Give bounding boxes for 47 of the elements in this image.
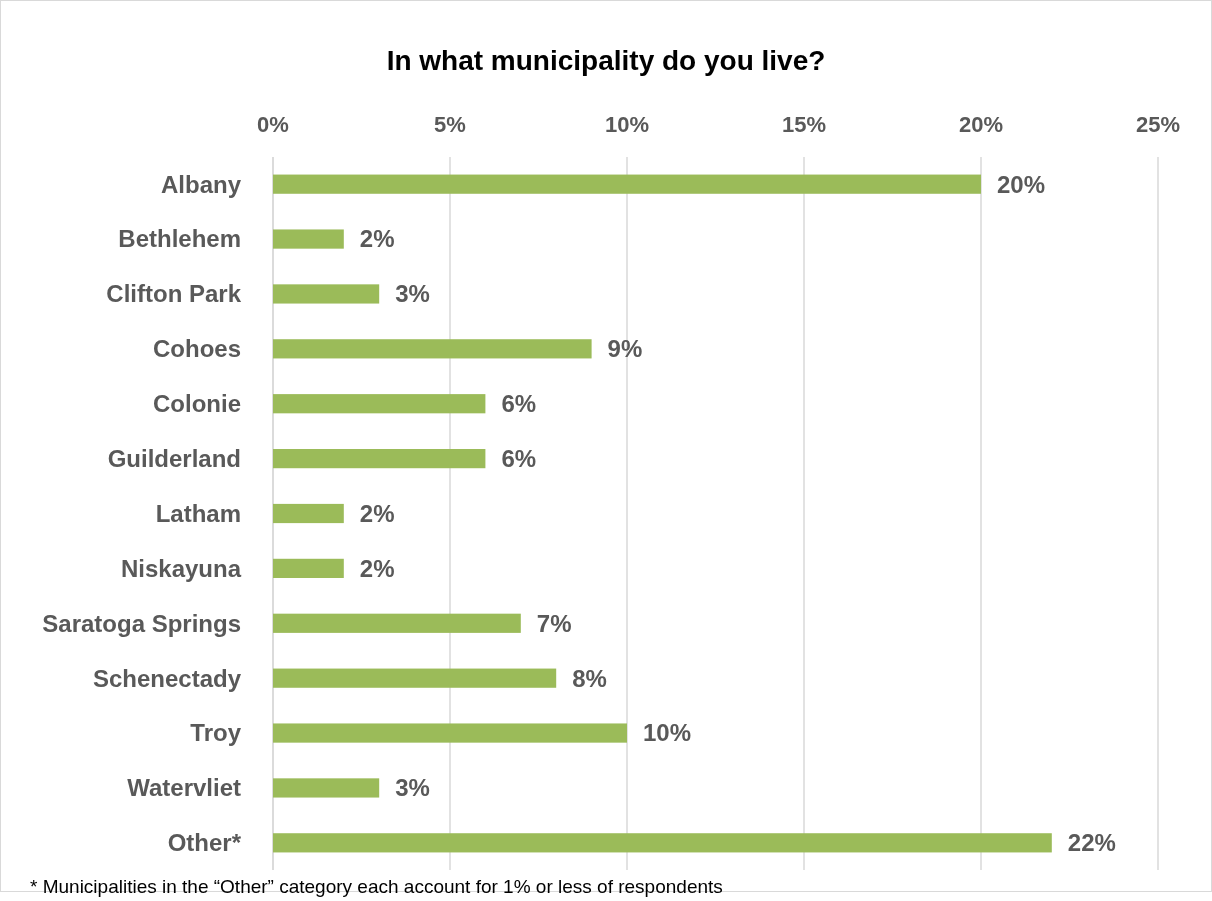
bar (273, 284, 380, 304)
y-tick-label: Bethlehem (118, 225, 241, 253)
bar (273, 778, 380, 798)
bar (273, 449, 486, 469)
bar (273, 503, 344, 524)
y-tick-label: Schenectady (92, 664, 242, 692)
data-label: 9% (607, 335, 643, 363)
y-tick-label: Cohoes (152, 335, 241, 363)
y-tick-label: Guilderland (107, 445, 241, 473)
y-tick-label: Troy (190, 719, 242, 747)
data-label: 3% (395, 774, 430, 802)
y-tick-label: Other* (167, 829, 242, 857)
data-label: 8% (572, 664, 607, 692)
y-tick-label: Latham (155, 499, 241, 527)
x-tick-label: 20% (958, 112, 1004, 137)
x-tick-label: 0% (257, 112, 289, 137)
text: * Municipalities in the “Other” category each account for 1% or less of respondents (30, 876, 723, 897)
data-label: 6% (501, 445, 537, 473)
x-tick-label: 5% (434, 112, 466, 137)
bar (273, 174, 981, 194)
bar (273, 229, 344, 249)
data-label: 7% (536, 609, 572, 637)
data-label: 6% (501, 390, 537, 418)
y-tick-label: Albany (160, 170, 242, 198)
y-tick-label: Saratoga Springs (42, 609, 241, 637)
y-tick-label: Watervliet (127, 774, 242, 802)
y-tick-label: Clifton Park (106, 280, 242, 308)
bar (273, 833, 1052, 853)
data-label: 2% (359, 499, 395, 527)
bar (273, 339, 592, 359)
x-tick-label: 15% (781, 112, 827, 137)
data-label: 2% (359, 554, 395, 582)
y-tick-label: Niskayuna (120, 554, 242, 582)
bar (273, 723, 627, 743)
data-label: 3% (395, 280, 430, 308)
bar (273, 558, 344, 578)
data-label: 10% (643, 719, 692, 747)
bar (273, 668, 557, 688)
y-tick-label: Colonie (153, 390, 241, 418)
bar (273, 394, 486, 414)
x-tick-label: 10% (604, 112, 650, 137)
data-label: 20% (997, 170, 1046, 198)
bar (273, 613, 521, 633)
chart-title: In what municipality do you live? (386, 45, 826, 76)
data-label: 22% (1067, 829, 1116, 857)
x-tick-label: 25% (1135, 112, 1181, 137)
data-label: 2% (359, 225, 395, 253)
